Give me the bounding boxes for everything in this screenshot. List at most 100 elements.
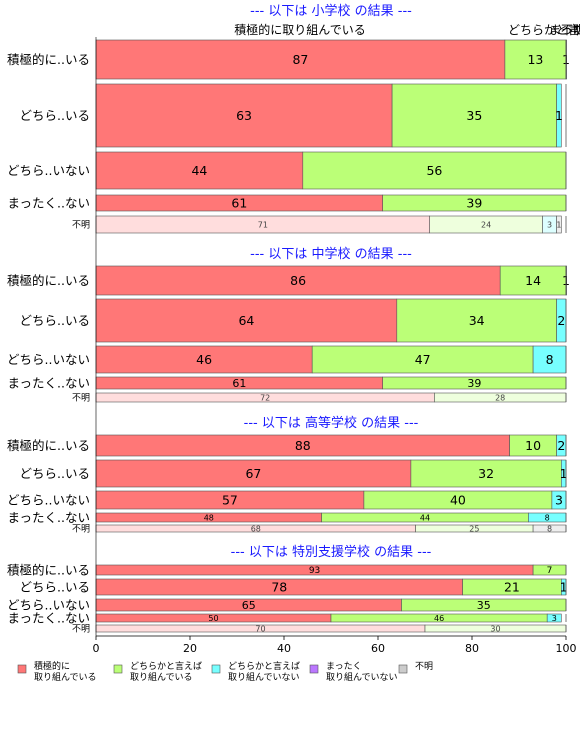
data-label: 1 bbox=[555, 108, 563, 123]
data-label: 8 bbox=[545, 513, 550, 522]
row-label: 不明 bbox=[72, 393, 90, 404]
data-label: 1 bbox=[560, 466, 568, 481]
data-label: 34 bbox=[469, 313, 485, 328]
bar-segment bbox=[95, 39, 506, 80]
data-label: 25 bbox=[469, 524, 479, 533]
row-label: どちら..いない bbox=[7, 493, 90, 508]
x-tick-label: 20 bbox=[183, 642, 197, 655]
data-label: 44 bbox=[191, 163, 207, 178]
data-label: 35 bbox=[466, 108, 482, 123]
data-label: 30 bbox=[490, 624, 500, 633]
row-label: まったく..ない bbox=[8, 611, 90, 626]
row-label: どちら..いない bbox=[7, 163, 90, 178]
row-label: まったく..ない bbox=[8, 510, 90, 525]
data-label: 63 bbox=[236, 108, 252, 123]
data-label: 48 bbox=[204, 513, 214, 522]
legend-label: 取り組んでいる bbox=[34, 671, 97, 683]
bar-segment bbox=[302, 151, 567, 190]
data-label: 21 bbox=[504, 580, 520, 595]
data-label: 87 bbox=[292, 52, 308, 67]
top-header-label: まったく bbox=[549, 23, 580, 37]
data-label: 71 bbox=[258, 220, 268, 229]
data-label: 65 bbox=[242, 599, 256, 612]
legend-swatch bbox=[113, 664, 123, 674]
data-label: 3 bbox=[552, 614, 557, 623]
data-label: 40 bbox=[450, 493, 466, 508]
data-label: 67 bbox=[245, 466, 261, 481]
data-label: 3 bbox=[555, 493, 563, 508]
legend-label: まったく bbox=[326, 661, 362, 672]
data-label: 10 bbox=[525, 438, 541, 453]
row-label: 積極的に..いる bbox=[7, 563, 90, 578]
data-label: 61 bbox=[231, 196, 247, 211]
x-tick-label: 100 bbox=[556, 642, 577, 655]
data-label: 1 bbox=[560, 580, 568, 595]
data-label: 56 bbox=[426, 163, 442, 178]
bar-segment bbox=[95, 459, 412, 488]
x-tick-label: 40 bbox=[277, 642, 291, 655]
bar-segment bbox=[499, 265, 567, 296]
x-tick-label: 80 bbox=[465, 642, 479, 655]
row-label: 不明 bbox=[72, 524, 90, 535]
x-tick-label: 60 bbox=[371, 642, 385, 655]
legend-swatch bbox=[211, 664, 221, 674]
data-label: 46 bbox=[196, 352, 212, 367]
data-label: 7 bbox=[547, 566, 553, 576]
top-header-label: 積極的に取り組んでいる bbox=[234, 22, 365, 37]
bar-segment bbox=[95, 83, 393, 148]
data-label: 24 bbox=[481, 220, 491, 229]
row-label: どちら..いない bbox=[7, 352, 90, 367]
data-label: 46 bbox=[434, 614, 444, 623]
legend-label: 積極的に bbox=[34, 660, 70, 672]
legend-label: どちらかと言えば bbox=[228, 660, 300, 672]
data-label: 68 bbox=[251, 524, 261, 533]
data-label: 2 bbox=[557, 313, 565, 328]
panel-title: --- 以下は 中学校 の結果 --- bbox=[250, 246, 412, 262]
legend-label: 取り組んでいない bbox=[326, 671, 398, 683]
row-label: 積極的に..いる bbox=[7, 52, 90, 67]
data-label: 78 bbox=[271, 580, 287, 595]
data-label: 32 bbox=[478, 466, 494, 481]
legend-label: どちらかと言えば bbox=[130, 660, 202, 672]
row-label: まったく..ない bbox=[8, 376, 90, 391]
row-label: 積極的に..いる bbox=[7, 438, 90, 453]
data-label: 3 bbox=[547, 220, 552, 229]
bar-segment bbox=[95, 265, 501, 296]
row-label: どちら..いる bbox=[20, 466, 90, 481]
row-label: 積極的に..いる bbox=[7, 273, 90, 288]
row-label: 不明 bbox=[72, 220, 90, 231]
data-label: 57 bbox=[222, 493, 238, 508]
data-label: 8 bbox=[546, 352, 554, 367]
panel-title: --- 以下は 小学校 の結果 --- bbox=[250, 3, 412, 19]
data-label: 88 bbox=[295, 438, 311, 453]
panel-title: --- 以下は 特別支援学校 の結果 --- bbox=[231, 544, 432, 560]
data-label: 50 bbox=[208, 614, 218, 623]
data-label: 61 bbox=[232, 377, 246, 390]
data-label: 39 bbox=[467, 377, 481, 390]
data-label: 14 bbox=[525, 273, 541, 288]
bar-segment bbox=[532, 345, 567, 374]
legend-label: 取り組んでいない bbox=[228, 671, 300, 683]
data-label: 2 bbox=[557, 438, 565, 453]
bar-segment bbox=[556, 215, 562, 234]
data-label: 86 bbox=[290, 273, 306, 288]
row-label: 不明 bbox=[72, 624, 90, 635]
data-label: 64 bbox=[238, 313, 254, 328]
data-label: 39 bbox=[466, 196, 482, 211]
top-header-label: どちらかと言えば bbox=[508, 23, 580, 37]
data-label: 1 bbox=[556, 220, 561, 229]
data-label: 70 bbox=[255, 624, 265, 633]
bar-segment bbox=[95, 345, 313, 374]
bar-segment bbox=[396, 298, 557, 343]
data-label: 8 bbox=[547, 524, 552, 533]
data-label: 47 bbox=[415, 352, 431, 367]
legend-label: 取り組んでいる bbox=[130, 671, 193, 683]
legend-swatch bbox=[398, 664, 408, 674]
data-label: 28 bbox=[495, 393, 505, 402]
bar-segment bbox=[556, 83, 562, 148]
bar-segment bbox=[311, 345, 534, 374]
bar-segment bbox=[95, 151, 304, 190]
data-label: 13 bbox=[527, 52, 543, 67]
data-label: 72 bbox=[260, 393, 270, 402]
